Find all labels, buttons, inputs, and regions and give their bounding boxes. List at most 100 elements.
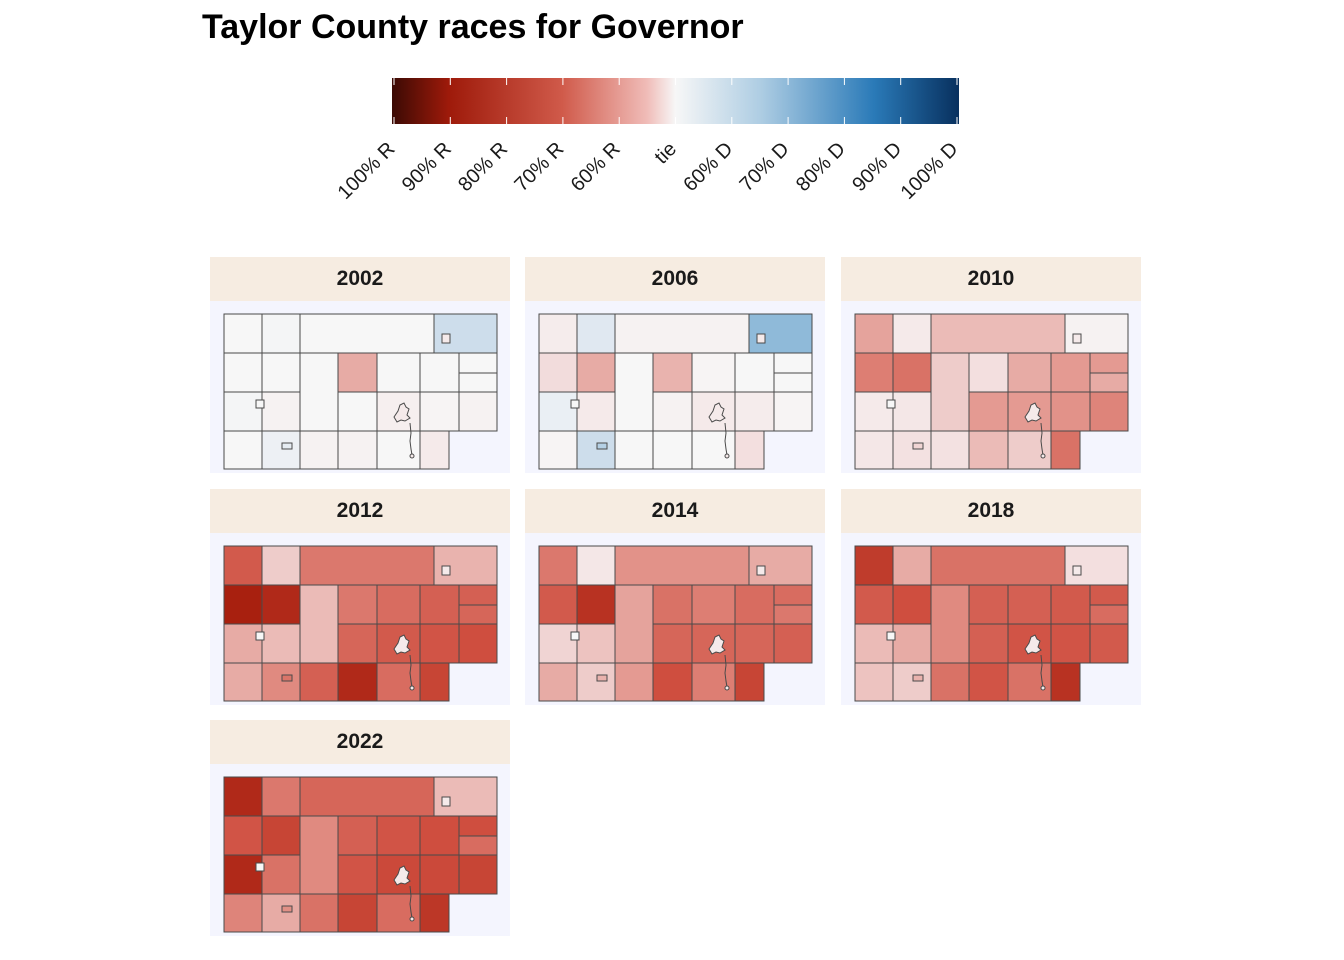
precinct	[337, 391, 378, 432]
precinct	[773, 623, 813, 664]
precinct	[652, 662, 693, 702]
precinct	[419, 352, 460, 393]
city-enclave	[393, 865, 411, 886]
city-enclave	[724, 422, 728, 456]
precinct	[773, 584, 813, 606]
precinct	[458, 391, 498, 432]
precinct	[930, 545, 1066, 586]
legend-label: 100% D	[897, 138, 963, 204]
precinct	[223, 584, 263, 625]
precinct	[734, 430, 765, 470]
precinct	[930, 313, 1066, 354]
precinct	[854, 391, 894, 432]
precinct	[538, 584, 578, 625]
precinct	[337, 815, 378, 856]
precinct	[652, 391, 693, 432]
city-enclave	[724, 453, 730, 459]
precinct	[968, 662, 1009, 702]
precinct	[691, 430, 736, 470]
precinct	[1089, 352, 1129, 374]
panel-year-label: 2010	[841, 257, 1141, 301]
precinct	[734, 584, 775, 625]
precinct	[576, 313, 616, 354]
county-map	[210, 764, 510, 936]
precinct	[1089, 372, 1129, 393]
legend-label: tie	[651, 138, 681, 168]
city-enclave	[708, 402, 726, 423]
precinct	[419, 815, 460, 856]
precinct	[261, 893, 301, 933]
county-map	[841, 533, 1141, 705]
precinct	[614, 313, 750, 354]
precinct	[376, 430, 421, 470]
city-enclave	[441, 565, 451, 576]
city-enclave	[255, 631, 265, 641]
precinct	[773, 352, 813, 374]
panel-2012: 2012	[210, 489, 510, 705]
city-enclave	[393, 634, 411, 655]
precinct	[458, 835, 498, 856]
city-enclave	[912, 674, 924, 682]
city-enclave	[886, 631, 896, 641]
precinct	[576, 352, 616, 393]
city-enclave	[708, 634, 726, 655]
precinct	[261, 815, 301, 856]
precinct	[223, 430, 263, 470]
precinct	[1007, 430, 1052, 470]
precinct	[614, 352, 654, 432]
precinct	[734, 352, 775, 393]
county-map	[210, 301, 510, 473]
county-map	[841, 301, 1141, 473]
city-enclave	[756, 333, 766, 344]
precinct	[968, 623, 1009, 664]
panel-2002: 2002	[210, 257, 510, 473]
precinct	[299, 430, 339, 470]
precinct	[458, 815, 498, 837]
precinct	[773, 391, 813, 432]
precinct	[299, 352, 339, 432]
city-enclave	[441, 796, 451, 807]
precinct	[261, 391, 301, 432]
precinct	[299, 545, 435, 586]
precinct	[892, 313, 932, 354]
precinct	[892, 545, 932, 586]
precinct	[968, 430, 1009, 470]
city-enclave	[1072, 565, 1082, 576]
precinct	[458, 854, 498, 895]
precinct	[773, 604, 813, 625]
precinct	[299, 815, 339, 895]
precinct	[337, 893, 378, 933]
precinct	[299, 776, 435, 817]
precinct	[261, 352, 301, 393]
city-enclave	[409, 685, 415, 691]
city-enclave	[596, 674, 608, 682]
precinct	[299, 662, 339, 702]
legend-label: 70% R	[510, 138, 568, 196]
precinct	[419, 391, 460, 432]
precinct	[419, 623, 460, 664]
precinct	[223, 893, 263, 933]
precinct	[458, 372, 498, 393]
precinct	[614, 584, 654, 664]
city-enclave	[1040, 654, 1044, 688]
chart-title: Taylor County races for Governor	[202, 8, 744, 46]
legend-label: 80% D	[792, 138, 850, 196]
precinct	[261, 776, 301, 817]
precinct	[223, 391, 263, 432]
panel-year-label: 2022	[210, 720, 510, 764]
precinct	[261, 854, 301, 895]
precinct	[1050, 584, 1091, 625]
city-enclave	[1040, 422, 1044, 456]
precinct	[892, 584, 932, 625]
precinct	[1007, 584, 1052, 625]
city-enclave	[1024, 634, 1042, 655]
precinct	[892, 352, 932, 393]
precinct	[576, 584, 616, 625]
city-enclave	[1040, 685, 1046, 691]
panel-year-label: 2014	[525, 489, 825, 533]
city-enclave	[255, 862, 265, 872]
precinct	[261, 313, 301, 354]
precinct	[261, 662, 301, 702]
city-enclave	[724, 654, 728, 688]
precinct	[968, 584, 1009, 625]
